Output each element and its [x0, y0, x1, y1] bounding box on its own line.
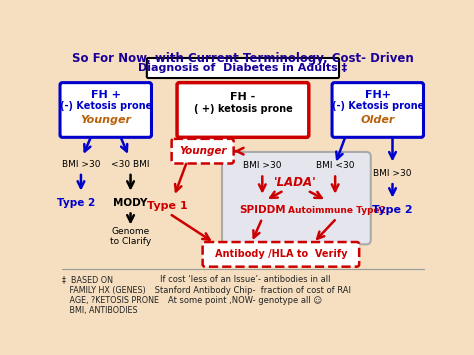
Text: FH+: FH+ [365, 90, 391, 100]
Text: Type 2: Type 2 [372, 206, 413, 215]
FancyBboxPatch shape [147, 58, 339, 78]
Text: Genome
to Clarify: Genome to Clarify [110, 227, 151, 246]
Text: 'LADA': 'LADA' [274, 176, 317, 189]
Text: Younger: Younger [80, 115, 131, 125]
Text: MODY: MODY [113, 198, 148, 208]
Text: Type 1: Type 1 [147, 201, 188, 211]
Text: (-) Ketosis prone: (-) Ketosis prone [60, 101, 152, 111]
Text: If cost ‘less of an Issue’- antibodies in all
      Stanford Antibody Chip-  fra: If cost ‘less of an Issue’- antibodies i… [139, 275, 351, 305]
Text: BMI <30: BMI <30 [316, 161, 355, 170]
Text: BMI >30: BMI >30 [243, 161, 282, 170]
Text: FH +: FH + [91, 90, 121, 100]
Text: Antibody /HLA to  Verify: Antibody /HLA to Verify [215, 249, 347, 260]
Text: ‡  BASED ON
   FAMILY HX (GENES)
   AGE, ?KETOSIS PRONE
   BMI, ANTIBODIES: ‡ BASED ON FAMILY HX (GENES) AGE, ?KETOS… [63, 275, 159, 315]
Text: ( +) ketosis prone: ( +) ketosis prone [193, 104, 292, 114]
FancyBboxPatch shape [172, 139, 234, 164]
Text: <30 BMI: <30 BMI [111, 160, 150, 169]
Text: Autoimmune Type2: Autoimmune Type2 [288, 206, 386, 215]
FancyBboxPatch shape [60, 83, 152, 137]
Text: BMI >30: BMI >30 [62, 160, 100, 169]
FancyBboxPatch shape [332, 83, 423, 137]
FancyBboxPatch shape [177, 83, 309, 137]
Text: Older: Older [361, 115, 395, 125]
Text: SPIDDM: SPIDDM [239, 206, 286, 215]
FancyBboxPatch shape [222, 152, 371, 244]
Text: So For Now, with Current Terminology, Cost- Driven: So For Now, with Current Terminology, Co… [72, 52, 414, 65]
Text: FH -: FH - [230, 92, 255, 102]
FancyBboxPatch shape [202, 242, 359, 267]
Text: (-) Ketosis prone: (-) Ketosis prone [332, 101, 424, 111]
Text: Younger: Younger [179, 146, 227, 156]
Text: Diagnosis of  Diabetes in Adults ‡: Diagnosis of Diabetes in Adults ‡ [138, 63, 347, 73]
Text: BMI >30: BMI >30 [373, 169, 412, 178]
Text: Type 2: Type 2 [57, 198, 95, 208]
